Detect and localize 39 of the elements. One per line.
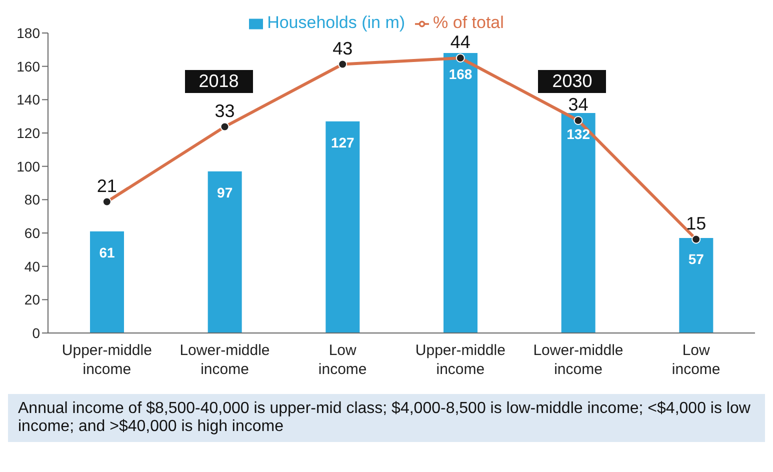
x-tick-label: Lower-middle income bbox=[180, 342, 270, 378]
bar bbox=[444, 53, 478, 333]
y-tick-label: 40 bbox=[24, 258, 40, 274]
y-tick-label: 80 bbox=[24, 192, 40, 208]
bar bbox=[90, 231, 124, 333]
data-label: 127 bbox=[330, 134, 355, 150]
x-tick-label: Lower-middle income bbox=[533, 342, 624, 378]
data-label: 21 bbox=[96, 176, 117, 196]
y-tick-label: 140 bbox=[16, 92, 40, 108]
data-label: 34 bbox=[568, 94, 588, 114]
data-label: 57 bbox=[688, 250, 704, 267]
x-tick-label: Upper-middle income bbox=[415, 342, 506, 378]
data-label: 44 bbox=[450, 32, 470, 52]
data-label: 97 bbox=[217, 184, 233, 200]
x-tick-label: Low income bbox=[318, 342, 367, 378]
bar bbox=[208, 171, 242, 333]
data-label: 15 bbox=[686, 213, 706, 234]
y-tick-label: 100 bbox=[16, 158, 40, 174]
y-tick-label: 160 bbox=[16, 58, 40, 74]
data-label: 43 bbox=[332, 38, 353, 58]
y-tick-label: 20 bbox=[24, 292, 40, 308]
y-tick-label: 0 bbox=[32, 324, 40, 341]
y-tick-label: 60 bbox=[24, 224, 40, 241]
x-tick-label: Upper-middle income bbox=[62, 342, 152, 378]
data-label: 61 bbox=[99, 244, 115, 260]
data-label: 168 bbox=[448, 66, 472, 82]
y-tick-label: 180 bbox=[16, 24, 40, 41]
x-tick-label: Low income bbox=[672, 342, 720, 378]
data-label: 132 bbox=[566, 126, 590, 142]
data-label: 33 bbox=[214, 100, 235, 121]
bar bbox=[679, 238, 714, 333]
bar bbox=[326, 121, 360, 333]
legend-label: % of total bbox=[433, 13, 504, 32]
bar bbox=[561, 113, 596, 333]
annotation: 2018 bbox=[184, 70, 253, 93]
y-tick-label: 120 bbox=[16, 124, 40, 141]
text: Annual income of $8,500-40,000 is upper-mid class; $4,000-8,500 is low-middle income; <$4,000 is low income; and >$40,000 is high income bbox=[8, 394, 765, 442]
legend-label: Households (in m) bbox=[267, 13, 406, 32]
annotation: 2030 bbox=[538, 70, 606, 93]
